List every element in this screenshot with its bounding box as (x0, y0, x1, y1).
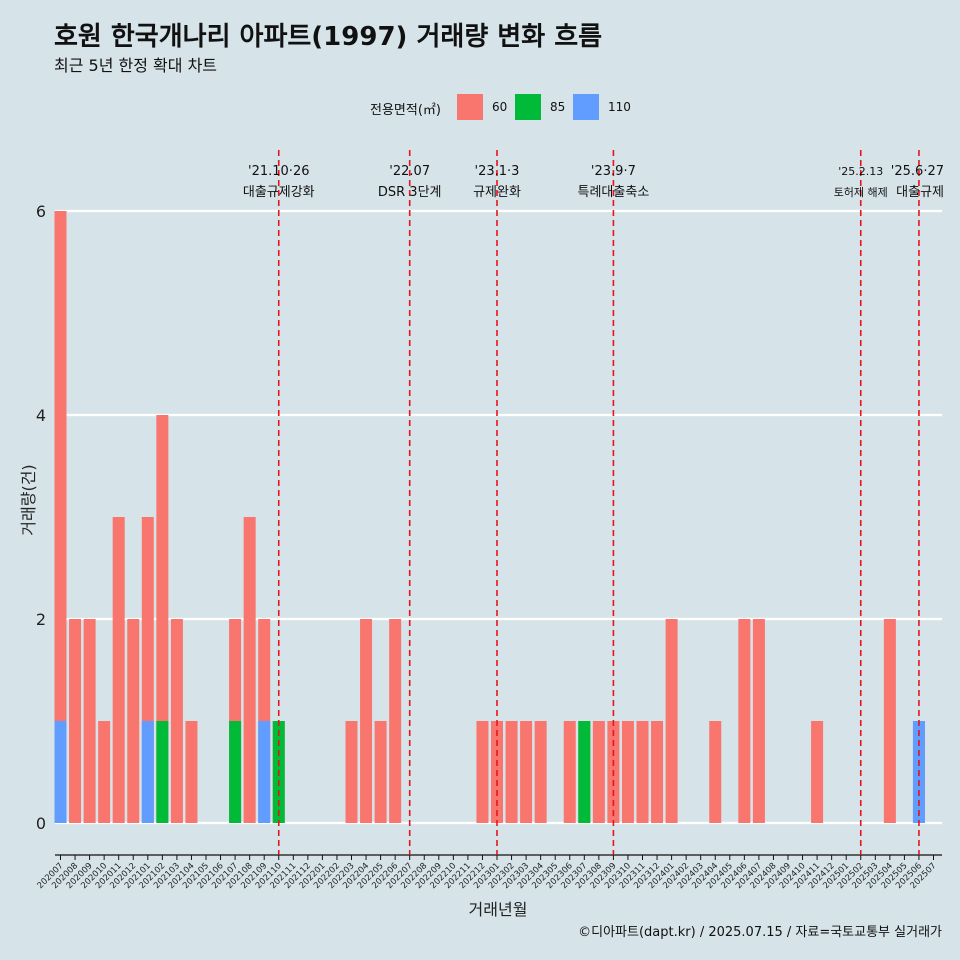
legend-label-60: 60 (492, 100, 508, 114)
y-tick-label: 4 (36, 406, 46, 425)
x-axis-title: 거래년월 (469, 900, 528, 919)
bar-60-202008 (69, 619, 82, 823)
bar-60-202401 (665, 619, 678, 823)
annotation-date: '25.6·27 (891, 164, 944, 179)
bar-60-202010 (98, 721, 111, 823)
bar-110-202109 (258, 721, 271, 823)
bar-60-202302 (505, 721, 518, 823)
bar-60-202311 (636, 721, 649, 823)
legend-label-110: 110 (608, 100, 631, 114)
annotation-date: '25.2.13 (838, 165, 883, 178)
annotation-label: 대출규제 (896, 185, 944, 200)
bar-60-202308 (592, 721, 605, 823)
bar-60-202406 (738, 619, 751, 823)
bar-85-202102 (156, 721, 169, 823)
annotation-date: '22.07 (389, 164, 430, 179)
bar-60-202407 (752, 619, 765, 823)
annotation-date: '21.10·26 (248, 164, 309, 179)
chart-subtitle: 최근 5년 한정 확대 차트 (54, 56, 218, 75)
annotation-label: DSR 3단계 (378, 185, 442, 200)
bar-60-202104 (185, 721, 198, 823)
y-tick-label: 2 (36, 610, 46, 629)
legend: 전용면적(㎡) 60 85 110 (0, 93, 960, 123)
y-tick-label: 6 (36, 202, 46, 221)
annotation-label: 특례대출축소 (578, 185, 650, 200)
bar-60-202203 (345, 721, 358, 823)
bar-60-202007 (54, 211, 67, 823)
legend-label-85: 85 (550, 100, 566, 114)
bar-60-202205 (374, 721, 387, 823)
bar-60-202204 (360, 619, 373, 823)
bar-60-202011 (112, 517, 125, 823)
bar-60-202108 (243, 517, 256, 823)
bar-60-202303 (520, 721, 533, 823)
chart-title: 호원 한국개나리 아파트(1997) 거래량 변화 흐름 (54, 22, 603, 52)
bar-60-202304 (534, 721, 547, 823)
bar-85-202107 (229, 721, 242, 823)
annotation-date: '23.1·3 (475, 164, 520, 179)
bar-60-202212 (476, 721, 489, 823)
bar-110-202007 (54, 721, 67, 823)
bar-60-202504 (883, 619, 896, 823)
bar-60-202411 (811, 721, 824, 823)
bar-60-202012 (127, 619, 140, 823)
legend-title: 전용면적(㎡) (370, 103, 441, 118)
source-caption: ©디아파트(dapt.kr) / 2025.07.15 / 자료=국토교통부 실… (578, 925, 942, 940)
bar-60-202404 (709, 721, 722, 823)
bar-60-202306 (563, 721, 576, 823)
bar-60-202103 (170, 619, 183, 823)
y-axis-title: 거래량(건) (19, 464, 38, 535)
bar-60-202312 (651, 721, 664, 823)
bar-60-202310 (621, 721, 634, 823)
annotation-label: 규제완화 (473, 185, 521, 200)
y-tick-label: 0 (36, 814, 46, 833)
annotation-label: 토허제 해제 (834, 185, 888, 199)
bar-60-202206 (389, 619, 402, 823)
legend-key-110 (573, 94, 599, 120)
bar-110-202101 (141, 721, 154, 823)
legend-key-85 (515, 94, 541, 120)
annotation-date: '23.9·7 (591, 164, 636, 179)
annotation-label: 대출규제강화 (243, 185, 315, 200)
legend-key-60 (457, 94, 483, 120)
bar-85-202307 (578, 721, 591, 823)
bar-60-202009 (83, 619, 96, 823)
